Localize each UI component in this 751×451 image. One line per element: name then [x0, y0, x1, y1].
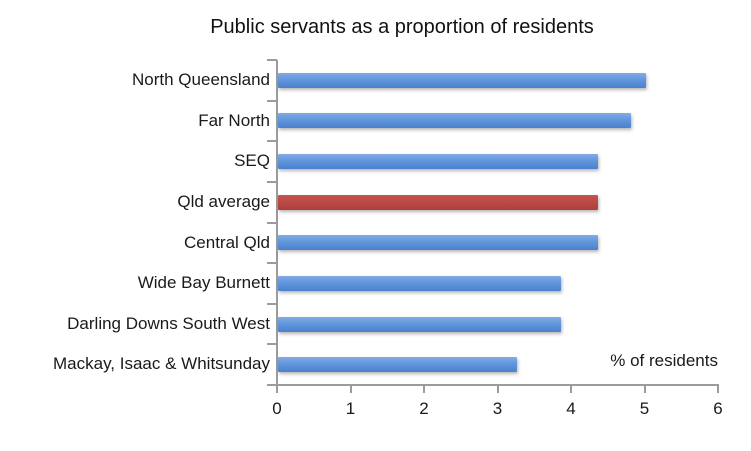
- bar-darling-downs-south-west: [278, 316, 561, 332]
- x-tick-label-4: 4: [566, 399, 576, 418]
- y-axis-tick: [267, 302, 277, 305]
- x-axis-tick: [276, 384, 278, 393]
- category-label-north-queensland: North Queensland: [132, 70, 270, 89]
- y-axis-tick: [267, 99, 277, 102]
- x-axis-tick: [570, 384, 572, 393]
- bar-central-qld: [278, 235, 598, 251]
- category-label-seq: SEQ: [234, 151, 270, 171]
- y-axis-tick: [267, 140, 277, 143]
- category-label-wide-bay-burnett: Wide Bay Burnett: [137, 273, 270, 293]
- x-axis-tick: [717, 384, 719, 393]
- bar-north-queensland: [278, 72, 646, 88]
- x-axis-line: [268, 384, 718, 386]
- category-label-darling-downs-south-west: Darling Downs South West: [67, 313, 270, 333]
- x-tick-label-3: 3: [492, 399, 503, 418]
- y-axis-line: [276, 60, 278, 393]
- x-axis-tick: [349, 384, 352, 393]
- y-axis-tick: [267, 180, 277, 183]
- category-label-mackay-isaac-whitsunday: Mackay, Isaac & Whitsunday: [53, 354, 270, 374]
- x-tick-label-1: 1: [345, 399, 356, 418]
- category-label-far-north: Far North: [198, 110, 270, 130]
- x-tick-label-6: 6: [713, 399, 723, 418]
- category-label-central-qld: Central Qld: [184, 232, 270, 252]
- x-tick-label-0: 0: [272, 399, 282, 418]
- x-tick-label-5: 5: [639, 399, 650, 418]
- x-tick-label-2: 2: [419, 399, 429, 418]
- category-label-qld-average: Qld average: [177, 191, 270, 211]
- x-axis-tick: [643, 384, 646, 393]
- x-axis-tick: [496, 384, 499, 393]
- bar-qld-average: [278, 194, 598, 210]
- y-axis-tick: [267, 343, 277, 346]
- bar-seq: [278, 154, 598, 170]
- x-axis-label: % of residents: [610, 351, 718, 370]
- bar-mackay-isaac-whitsunday: [278, 357, 517, 373]
- x-axis-tick: [423, 384, 425, 393]
- y-axis-tick: [267, 221, 277, 224]
- y-axis-tick: [267, 262, 277, 265]
- bar-wide-bay-burnett: [278, 275, 561, 291]
- bar-far-north: [278, 113, 631, 129]
- y-axis-tick: [267, 384, 277, 386]
- chart-title: Public servants as a proportion of resid…: [210, 16, 594, 38]
- y-axis-tick: [267, 59, 277, 61]
